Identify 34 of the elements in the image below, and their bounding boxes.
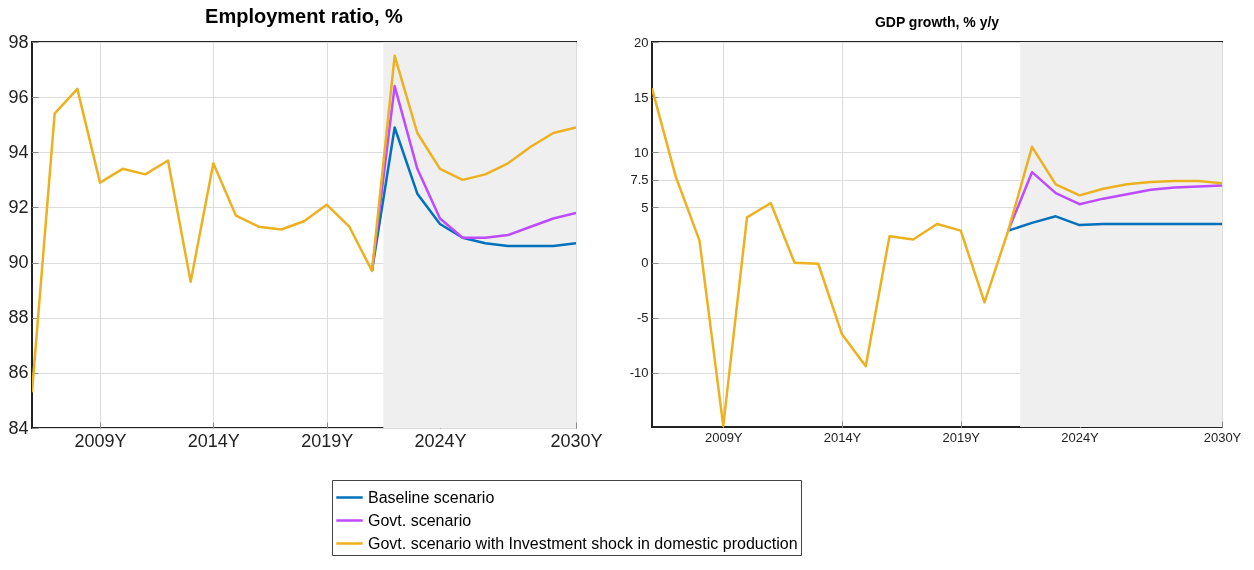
legend-label: Baseline scenario	[368, 488, 495, 506]
y-tick-label: 84	[8, 417, 29, 438]
y-tick-label: 20	[634, 34, 649, 50]
y-tick-label: 92	[8, 196, 29, 217]
x-tick-label: 2030Y	[1203, 429, 1242, 445]
legend-label: Govt. scenario	[368, 511, 472, 529]
y-tick-label: 5	[641, 199, 649, 215]
line-series	[1007, 215, 1222, 232]
y-tick-label: 96	[8, 86, 29, 107]
x-tick-label: 2024Y	[1061, 429, 1100, 445]
y-tick-label: 86	[8, 362, 29, 383]
x-tick-label: 2009Y	[74, 430, 127, 451]
x-tick-label: 2009Y	[704, 429, 743, 445]
line-series	[652, 87, 1222, 427]
y-tick-label: 0	[641, 255, 649, 271]
y-tick-label: 94	[8, 141, 29, 162]
x-tick-label: 2024Y	[414, 430, 467, 451]
line-series	[32, 54, 576, 394]
x-tick-label: 2019Y	[942, 429, 981, 445]
y-tick-label: 90	[8, 252, 29, 273]
y-tick-label: 10	[634, 144, 649, 160]
y-tick-label: 98	[8, 31, 29, 52]
y-tick-label: -10	[629, 365, 649, 381]
x-tick-label: 2014Y	[187, 430, 240, 451]
y-tick-label: 15	[634, 89, 649, 105]
chart-title: GDP growth, % y/y	[874, 14, 1000, 30]
y-tick-label: -5	[636, 310, 649, 326]
chart-title: Employment ratio, %	[205, 5, 404, 27]
legend-label: Govt. scenario with Investment shock in domestic production	[368, 534, 798, 552]
x-tick-label: 2030Y	[550, 430, 603, 451]
x-tick-label: 2019Y	[301, 430, 354, 451]
y-tick-label: 7.5	[630, 172, 649, 188]
y-tick-label: 88	[8, 307, 29, 328]
x-tick-label: 2014Y	[823, 429, 862, 445]
